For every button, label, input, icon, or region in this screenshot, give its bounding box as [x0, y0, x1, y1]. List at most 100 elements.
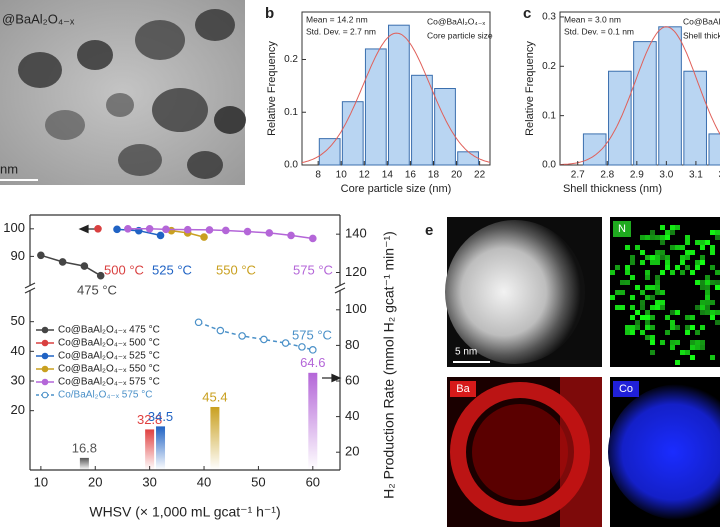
- bar: [608, 70, 632, 166]
- x-tick-label: 3.0: [659, 170, 673, 181]
- y-tick-label: 0.0: [284, 160, 298, 171]
- y-tick-label: 20: [11, 402, 25, 417]
- series-label: 575 °C: [292, 327, 332, 342]
- map-label: Co: [619, 383, 633, 395]
- y-tick-label: 0.3: [542, 12, 556, 23]
- data-point: [221, 226, 230, 235]
- y-tick-label: 0.2: [542, 61, 556, 72]
- y-axis-title: H₂ Production Rate (mmol H₂ gcat⁻¹ min⁻¹…: [381, 231, 397, 499]
- axis-break: [24, 287, 36, 294]
- x-tick-label: 30: [142, 474, 156, 489]
- bar-value-label: 45.4: [202, 389, 227, 404]
- x-tick-label: 3.1: [689, 170, 703, 181]
- legend-marker: [41, 391, 49, 399]
- bar: [708, 133, 720, 166]
- x-tick-label: 50: [251, 474, 265, 489]
- y-tick-label: 40: [11, 343, 25, 358]
- data-point: [194, 318, 203, 327]
- bar: [582, 133, 607, 166]
- data-point: [216, 326, 225, 335]
- bar: [341, 101, 364, 166]
- series-label: 525 °C: [152, 262, 192, 277]
- bar-value-label: 32.8: [137, 412, 162, 427]
- bar: [210, 406, 220, 470]
- legend-label: Co@BaAl₂O₄₋ₓ 550 °C: [58, 364, 160, 375]
- data-point: [281, 339, 290, 347]
- bar: [364, 48, 387, 166]
- sample-label: Co@BaAl₂O₄₋ₓ: [427, 16, 485, 26]
- x-tick-label: 18: [428, 170, 440, 181]
- bar: [658, 26, 682, 166]
- sample-label: Core particle size: [427, 30, 493, 40]
- data-point: [309, 346, 317, 354]
- series-line: [127, 228, 313, 240]
- series-label: 575 °C: [293, 262, 333, 277]
- data-point: [200, 233, 208, 241]
- data-point: [183, 225, 192, 234]
- stat-label: Mean = 3.0 nm: [564, 14, 621, 24]
- x-tick-label: 3.2: [719, 170, 720, 181]
- tem-label: @BaAl₂O₄₋ₓ: [2, 11, 75, 26]
- data-point: [265, 229, 274, 237]
- bar: [308, 372, 318, 470]
- axis-break: [334, 287, 346, 294]
- x-tick-label: 2.7: [571, 170, 585, 181]
- x-tick-label: 2.8: [600, 170, 614, 181]
- data-point: [287, 231, 295, 240]
- data-point: [156, 231, 165, 240]
- legend-label: Co@BaAl₂O₄₋ₓ 525 °C: [58, 351, 160, 362]
- x-tick-label: 10: [34, 474, 48, 489]
- y-tick-label: 0.0: [542, 160, 556, 171]
- series-label: 550 °C: [216, 262, 256, 277]
- bar-value-label: 34.5: [148, 409, 173, 424]
- map-label: N: [618, 223, 626, 235]
- y-tick-label: 50: [11, 313, 25, 328]
- legend-marker: [41, 378, 49, 386]
- bar: [434, 88, 456, 166]
- x-axis-title: WHSV (× 1,000 mL gcat⁻¹ h⁻¹): [89, 504, 280, 520]
- stat-label: Mean = 14.2 nm: [306, 14, 368, 24]
- x-tick-label: 12: [359, 170, 371, 181]
- data-point: [145, 225, 154, 233]
- sample-label: Shell thickness: [683, 30, 720, 40]
- tem-image: [0, 0, 246, 185]
- series-line: [40, 254, 102, 277]
- x-tick-label: 2.9: [630, 170, 644, 181]
- x-tick-label: 22: [474, 170, 486, 181]
- y-tick-label: 100: [3, 220, 25, 235]
- data-point: [113, 225, 121, 234]
- series-label: 475 °C: [77, 282, 117, 297]
- x-tick-label: 20: [451, 170, 463, 181]
- x-tick-label: 10: [336, 170, 348, 181]
- bar: [411, 74, 433, 166]
- data-point: [94, 225, 102, 233]
- fit-curve: [301, 32, 491, 164]
- y-tick-label: 0.1: [284, 107, 298, 118]
- y-tick-label: 90: [11, 248, 25, 263]
- bar: [145, 429, 155, 470]
- bar: [79, 457, 89, 470]
- data-point: [243, 227, 252, 236]
- panel-letter: e: [425, 222, 433, 239]
- data-point: [80, 262, 89, 270]
- map-label: Ba: [456, 383, 470, 395]
- data-point: [205, 226, 214, 234]
- series-label: 500 °C: [104, 262, 144, 277]
- legend-marker: [41, 352, 49, 360]
- legend-label: Co/BaAl₂O₄₋ₓ 575 °C: [58, 390, 152, 401]
- legend-label: Co@BaAl₂O₄₋ₓ 500 °C: [58, 338, 160, 349]
- data-point: [162, 225, 170, 234]
- legend-marker: [41, 339, 49, 347]
- panel-letter: b: [265, 5, 274, 22]
- axis-break: [334, 282, 346, 289]
- legend-label: Co@BaAl₂O₄₋ₓ 475 °C: [58, 325, 160, 336]
- y-tick-label: 30: [11, 372, 25, 387]
- legend-label: Co@BaAl₂O₄₋ₓ 575 °C: [58, 377, 160, 388]
- y-tick-label: 0.1: [542, 110, 556, 121]
- panel-letter: c: [523, 5, 531, 22]
- bar: [318, 138, 341, 166]
- x-axis-title: Shell thickness (nm): [563, 183, 662, 195]
- y-tick-label: 100: [345, 301, 367, 316]
- y-tick-label: 60: [345, 372, 359, 387]
- x-tick-label: 8: [315, 170, 321, 181]
